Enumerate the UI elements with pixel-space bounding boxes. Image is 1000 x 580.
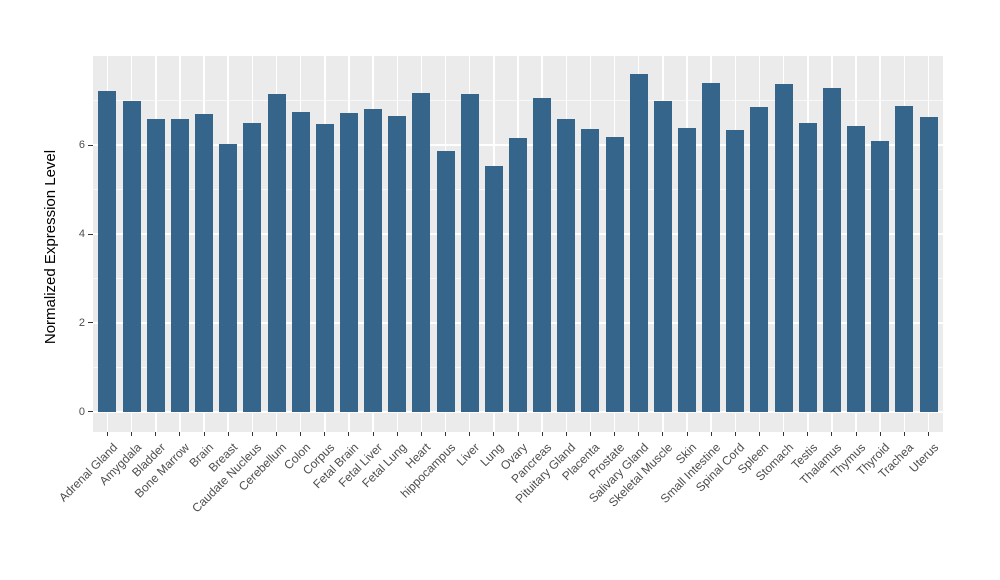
x-tick [662, 432, 664, 436]
x-tick [300, 432, 302, 436]
bar [219, 144, 238, 412]
bar [895, 106, 914, 412]
gridline-baseline [93, 411, 943, 414]
x-tick [493, 432, 495, 436]
x-tick [541, 432, 543, 436]
bar [122, 101, 141, 412]
bar [243, 123, 262, 412]
x-tick [372, 432, 374, 436]
bar [822, 88, 841, 412]
x-tick [928, 432, 929, 436]
bar [146, 119, 165, 412]
bar [581, 128, 600, 412]
x-tick [903, 432, 905, 436]
x-tick [879, 432, 881, 436]
x-tick [783, 432, 785, 436]
bar [798, 122, 817, 412]
x-tick [758, 432, 760, 436]
bar [871, 140, 890, 412]
bar [364, 108, 383, 412]
x-tick [686, 432, 688, 436]
y-tick [88, 411, 93, 413]
bar [919, 116, 938, 412]
x-tick [807, 432, 809, 436]
bar [436, 150, 455, 412]
x-tick [227, 432, 229, 436]
plot-panel [93, 56, 943, 432]
bar [557, 119, 576, 412]
bar [726, 130, 745, 412]
bar [678, 127, 697, 412]
x-tick [445, 432, 447, 436]
bar [605, 137, 624, 412]
y-tick-label: 0 [78, 405, 85, 418]
bar [412, 93, 431, 412]
bar [170, 119, 189, 412]
x-tick [396, 432, 398, 436]
x-tick [251, 432, 253, 436]
y-tick [88, 233, 93, 235]
x-tick [517, 432, 519, 436]
bar [267, 93, 286, 412]
x-tick [276, 432, 278, 436]
x-tick [106, 432, 108, 436]
bar [629, 73, 648, 412]
x-tick [131, 432, 133, 436]
x-tick [855, 432, 857, 436]
x-tick [589, 432, 591, 436]
x-tick [710, 432, 712, 436]
x-tick [638, 432, 640, 436]
x-tick [324, 432, 326, 436]
x-tick [565, 432, 567, 436]
x-tick [179, 432, 181, 436]
x-tick [420, 432, 422, 436]
bar [195, 114, 214, 412]
bar [339, 112, 358, 412]
y-tick-label: 4 [78, 228, 85, 241]
bar [702, 83, 721, 412]
x-tick [614, 432, 616, 436]
x-tick [469, 432, 471, 436]
y-tick-label: 2 [78, 316, 85, 329]
bar [774, 84, 793, 412]
x-tick [348, 432, 350, 436]
y-tick-label: 6 [78, 139, 85, 152]
bar [653, 100, 672, 412]
x-tick [155, 432, 157, 436]
bar [847, 126, 866, 412]
bar [388, 115, 407, 412]
x-tick [734, 432, 736, 436]
bar [484, 166, 503, 412]
x-tick [203, 432, 205, 436]
bar [291, 111, 310, 412]
bar [509, 138, 527, 412]
bar [98, 91, 117, 412]
y-tick [88, 322, 93, 324]
x-tick [831, 432, 833, 436]
bar [460, 93, 479, 412]
bar [533, 98, 552, 412]
bar [315, 123, 334, 412]
y-tick [88, 144, 93, 146]
bar [750, 106, 769, 412]
